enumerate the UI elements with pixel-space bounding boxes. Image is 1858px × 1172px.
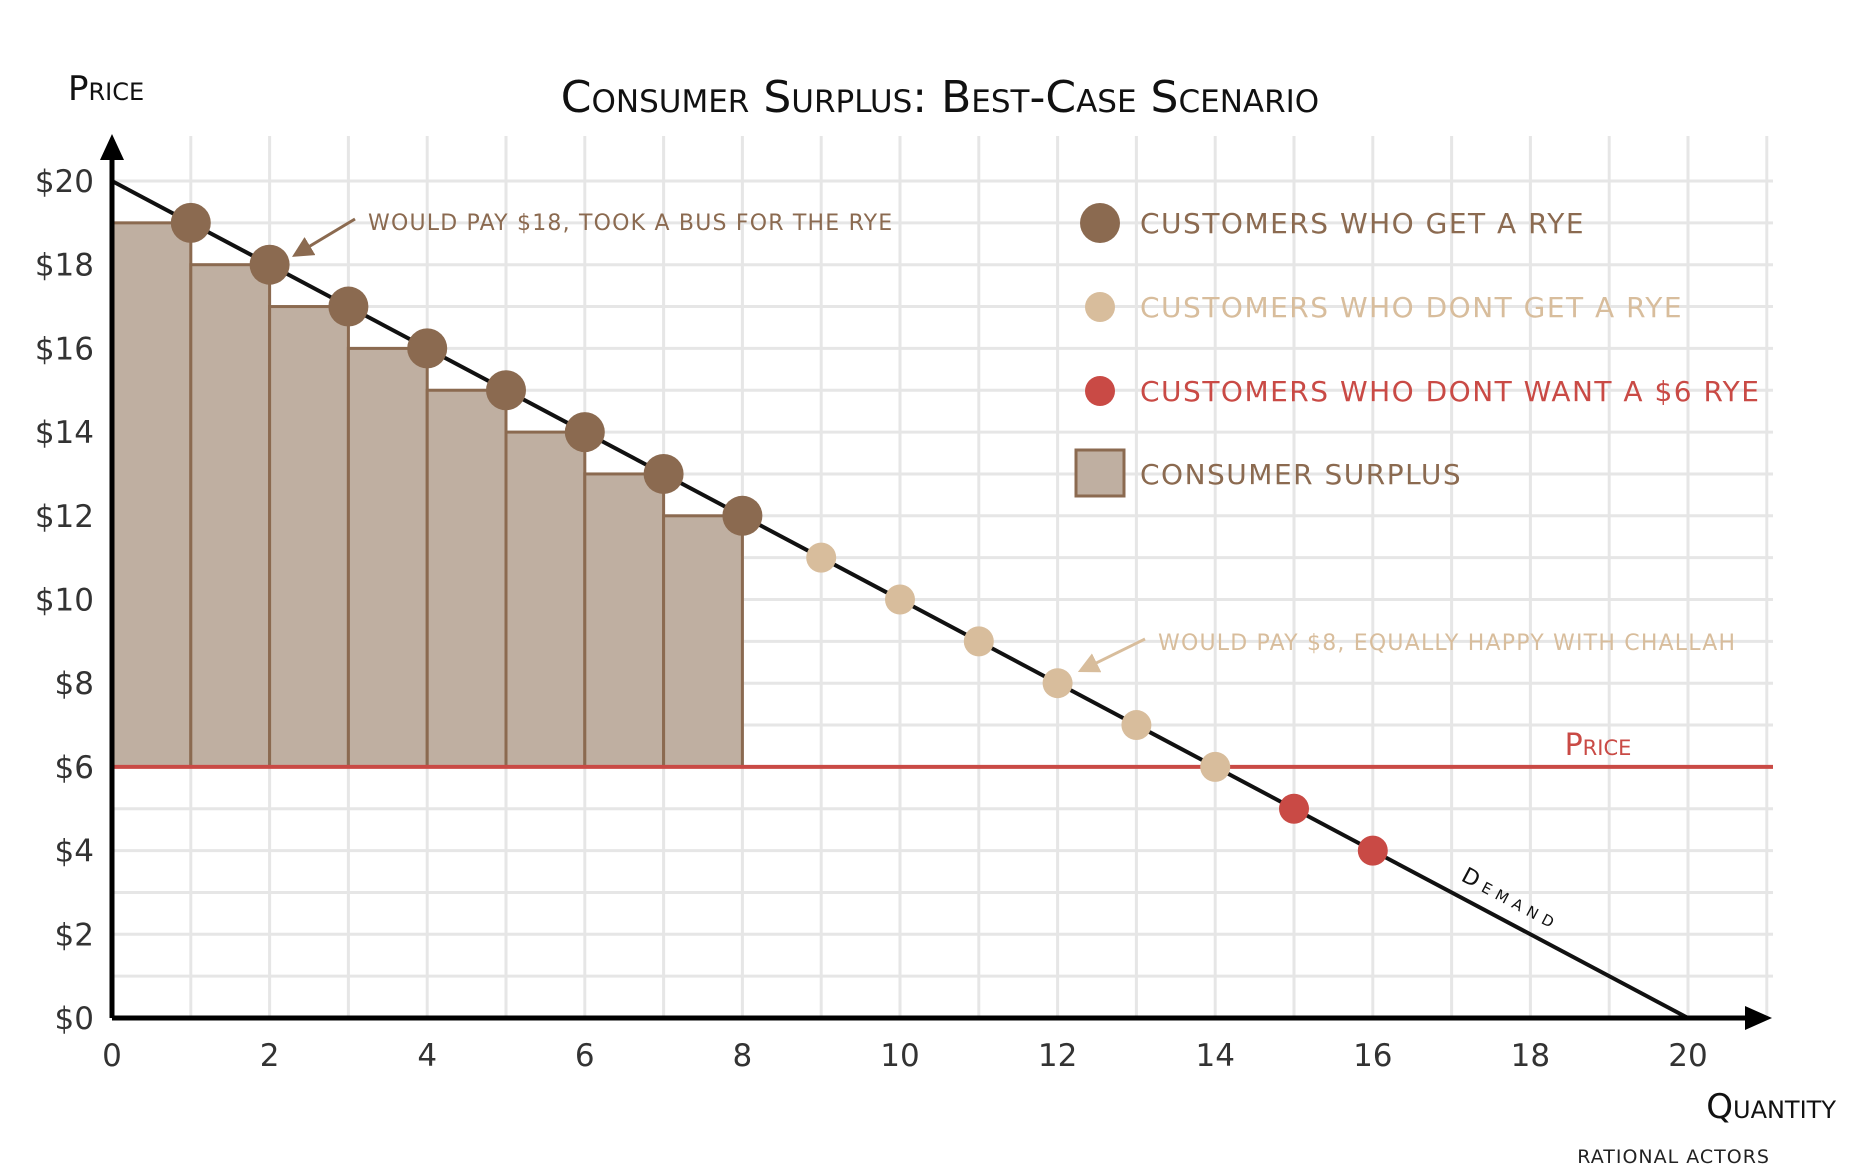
legend: customers who get a rye customers who don… [1074,203,1760,498]
credit-text: rational actors [1577,1146,1770,1168]
x-tick-label: 4 [417,1038,437,1074]
y-tick-label: $4 [55,834,94,870]
point-doesnt-get-rye [806,542,837,573]
price-line-group: Price [112,728,1773,769]
x-tick-label: 16 [1353,1038,1392,1074]
legend-item-doesnt-get-rye-marker [1085,292,1115,322]
x-tick-label: 20 [1668,1038,1707,1074]
point-doesnt-want-rye [1357,835,1388,866]
legend-item-gets-rye-label: customers who get a rye [1140,207,1585,240]
x-tick-label: 10 [880,1038,919,1074]
surplus-bar [583,472,666,769]
y-tick-label: $0 [55,1001,94,1037]
consumer-surplus-area [110,221,744,769]
point-doesnt-want-rye [1279,793,1309,824]
y-tick-label: $10 [35,583,94,619]
legend-item-doesnt-want-rye-marker [1085,376,1115,406]
y-tick-label: $16 [35,331,94,367]
surplus-bar [504,430,587,769]
point-gets-rye [328,286,369,327]
y-tick-label: $8 [55,666,94,702]
point-doesnt-get-rye [1200,751,1231,782]
x-axis-arrowhead [1745,1006,1772,1030]
point-gets-rye [486,370,526,411]
surplus-bar [110,221,193,769]
point-gets-rye [407,328,448,369]
x-tick-label: 6 [575,1038,595,1074]
annotation-arrow [1077,637,1146,673]
x-tick-label: 0 [102,1038,122,1074]
point-gets-rye [249,244,290,285]
grid [112,136,1773,1018]
legend-item-surplus-label: consumer surplus [1140,458,1462,491]
y-tick-label: $14 [35,415,94,451]
point-doesnt-get-rye [963,626,994,657]
surplus-bar [425,388,508,769]
x-axis-title: Quantity [1706,1087,1836,1127]
x-tick-label: 2 [260,1038,280,1074]
legend-item-surplus-marker [1074,448,1126,498]
point-doesnt-get-rye [1042,668,1073,699]
axes [100,134,1772,1030]
point-gets-rye [722,495,763,536]
annotations: would pay $18, took a bus for the rye wou… [292,211,1736,673]
data-points [170,202,1388,866]
point-doesnt-get-rye [1121,710,1152,741]
legend-item-gets-rye-marker [1080,203,1120,243]
surplus-bar [268,305,350,769]
y-tick-label: $2 [55,917,94,953]
surplus-bar [189,263,272,769]
tick-labels: 0 2 4 6 8 10 12 14 16 18 20 $0 $2 $4 $6 $8 $10 $12 $14 $16 $… [35,164,1708,1074]
y-tick-label: $12 [35,499,94,535]
annotation-text: would pay $8, equally happy with challah [1158,631,1736,656]
legend-item-doesnt-want-rye-label: customers who dont want a $6 rye [1140,375,1760,408]
point-doesnt-get-rye [885,584,915,615]
legend-item-doesnt-get-rye-label: customers who dont get a rye [1140,291,1683,324]
x-tick-label: 14 [1195,1038,1234,1074]
x-tick-label: 8 [733,1038,753,1074]
annotation-arrow [292,217,356,257]
point-gets-rye [170,202,211,243]
surplus-bar [662,514,744,769]
annotation-text: would pay $18, took a bus for the rye [368,211,893,236]
point-gets-rye [643,453,684,494]
y-axis-arrowhead [100,134,124,160]
y-axis-title: Price [68,69,144,109]
y-tick-label: $6 [55,750,94,786]
y-tick-label: $20 [35,164,94,200]
surplus-bar [346,346,429,769]
x-tick-label: 18 [1511,1038,1550,1074]
price-line-label: Price [1565,728,1632,763]
chart-title: Consumer Surplus: Best-Case Scenario [561,72,1319,123]
x-tick-label: 12 [1038,1038,1077,1074]
y-tick-label: $18 [35,248,94,284]
point-gets-rye [564,412,605,453]
